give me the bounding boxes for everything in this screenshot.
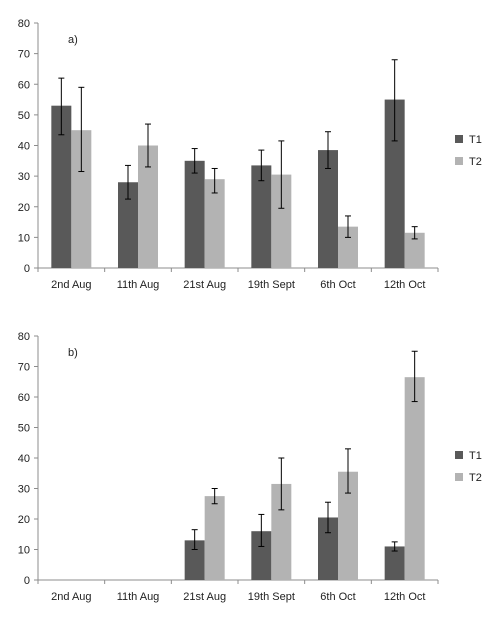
- x-tick-label: 21st Aug: [183, 279, 226, 291]
- bar-t2: [204, 179, 225, 268]
- legend-swatch-t2: [455, 157, 463, 165]
- bar-t1: [384, 546, 405, 580]
- bar-t2: [271, 483, 292, 580]
- legend-label-t2: T2: [469, 472, 482, 484]
- y-tick-label: 40: [18, 141, 30, 153]
- chart-panel-2: 0 10 20 30 40 50 60 70 80 2nd Aug 11th Aug 21st Aug…: [18, 331, 482, 603]
- y-tick-label: 70: [18, 362, 30, 374]
- y-tick-label: 10: [18, 545, 30, 557]
- bar-t2: [71, 130, 92, 268]
- bar-t1: [51, 105, 72, 268]
- legend-label-t1: T1: [469, 134, 482, 146]
- legend-label-t1: T1: [469, 450, 482, 462]
- y-tick-label: 80: [18, 18, 30, 30]
- bar-t1: [251, 165, 272, 268]
- y-tick-label: 50: [18, 110, 30, 122]
- y-tick-label: 10: [18, 232, 30, 244]
- x-tick-label: 19th Sept: [248, 591, 295, 603]
- bar-t1: [318, 517, 338, 580]
- panel-label: b): [68, 347, 78, 359]
- bar-t1: [384, 99, 405, 268]
- x-tick-label: 2nd Aug: [51, 279, 91, 291]
- x-tick-label: 6th Oct: [320, 279, 355, 291]
- y-tick-label: 0: [24, 263, 30, 275]
- legend-swatch-t2: [455, 473, 463, 481]
- bar-t2: [338, 471, 358, 580]
- bar-t2: [404, 232, 425, 268]
- y-tick-label: 60: [18, 79, 30, 91]
- x-tick-label: 6th Oct: [320, 591, 355, 603]
- y-tick-label: 30: [18, 484, 30, 496]
- bar-t1: [118, 182, 138, 268]
- chart-panel-1: 0 10 20 30 40 50 60 70 80 2nd Aug 11th Aug 21st Aug…: [18, 18, 482, 291]
- legend-label-t2: T2: [469, 156, 482, 168]
- y-tick-label: 60: [18, 392, 30, 404]
- legend-swatch-t1: [455, 451, 463, 459]
- x-tick-label: 19th Sept: [248, 279, 295, 291]
- bar-t1: [184, 160, 205, 268]
- y-tick-label: 70: [18, 49, 30, 61]
- x-tick-label: 11th Aug: [117, 591, 160, 603]
- x-tick-label: 12th Oct: [384, 591, 426, 603]
- bar-t1: [184, 540, 205, 580]
- y-tick-label: 50: [18, 423, 30, 435]
- legend-swatch-t1: [455, 135, 463, 143]
- y-tick-label: 0: [24, 575, 30, 587]
- bar-t2: [138, 145, 158, 268]
- x-tick-label: 21st Aug: [183, 591, 226, 603]
- y-tick-label: 20: [18, 202, 30, 214]
- y-tick-label: 30: [18, 171, 30, 183]
- bar-t1: [251, 531, 272, 580]
- x-tick-label: 2nd Aug: [51, 591, 91, 603]
- bar-t2: [204, 496, 225, 580]
- bar-t2: [404, 377, 425, 580]
- y-tick-label: 80: [18, 331, 30, 343]
- x-tick-label: 12th Oct: [384, 279, 426, 291]
- bar-t1: [318, 150, 338, 268]
- y-tick-label: 40: [18, 453, 30, 465]
- x-tick-label: 11th Aug: [117, 279, 160, 291]
- panel-label: a): [68, 34, 78, 46]
- bar-t2: [338, 226, 358, 268]
- bar-t2: [271, 174, 292, 268]
- y-tick-label: 20: [18, 514, 30, 526]
